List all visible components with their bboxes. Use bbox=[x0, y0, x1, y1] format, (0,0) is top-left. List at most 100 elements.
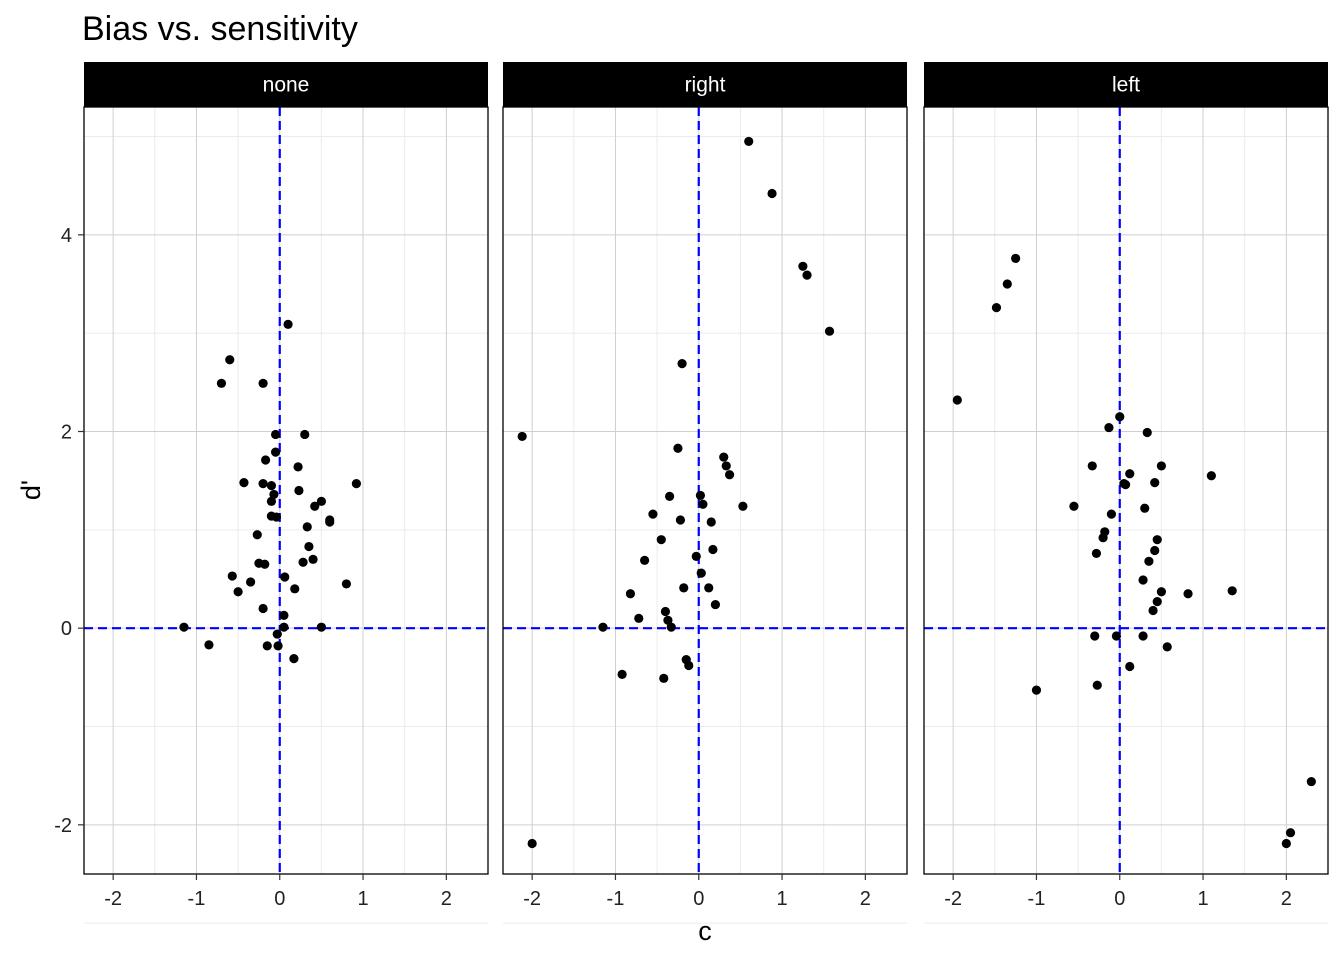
data-point bbox=[273, 641, 283, 651]
data-point bbox=[279, 622, 289, 632]
panel-border bbox=[923, 106, 1329, 875]
data-point bbox=[1104, 422, 1114, 433]
data-point bbox=[1183, 589, 1193, 599]
data-point bbox=[270, 447, 281, 457]
panel-border bbox=[502, 106, 908, 875]
facet-strip bbox=[503, 62, 907, 107]
data-point bbox=[258, 603, 268, 614]
data-point bbox=[1098, 533, 1108, 543]
data-point bbox=[310, 501, 320, 511]
data-point bbox=[279, 610, 289, 620]
data-point bbox=[1031, 685, 1042, 695]
y-tick-label: 0 bbox=[61, 618, 72, 640]
data-point bbox=[204, 640, 214, 650]
data-point bbox=[260, 559, 270, 569]
data-point bbox=[258, 378, 268, 388]
data-point bbox=[719, 452, 729, 462]
data-point bbox=[1120, 480, 1131, 490]
data-point bbox=[1306, 776, 1316, 787]
x-tick-label: 1 bbox=[1197, 888, 1208, 910]
x-tick-label: -2 bbox=[944, 888, 962, 910]
data-point bbox=[664, 491, 675, 501]
data-point bbox=[1125, 661, 1135, 672]
x-tick-label: 0 bbox=[274, 888, 285, 910]
data-point bbox=[952, 395, 962, 405]
data-point bbox=[617, 669, 627, 679]
data-point bbox=[648, 509, 658, 519]
y-tick-label: -2 bbox=[54, 815, 72, 837]
data-point bbox=[227, 571, 237, 581]
y-tick-label: 4 bbox=[61, 225, 72, 247]
data-point bbox=[341, 579, 351, 589]
data-point bbox=[708, 544, 718, 555]
data-point bbox=[991, 303, 1002, 313]
facet-strip bbox=[84, 62, 488, 107]
data-point bbox=[1144, 556, 1154, 566]
data-point bbox=[293, 462, 303, 472]
facet-panel-none: none -2 -1 0 1 2 bbox=[83, 62, 489, 924]
data-point bbox=[625, 589, 636, 599]
facet-strip-label: right bbox=[685, 74, 726, 97]
data-point bbox=[677, 359, 687, 369]
data-point bbox=[1152, 535, 1162, 545]
data-point bbox=[1091, 548, 1102, 559]
data-point bbox=[696, 568, 706, 578]
data-point bbox=[304, 541, 314, 552]
data-point bbox=[1140, 503, 1150, 513]
data-point bbox=[262, 641, 272, 651]
data-point bbox=[1090, 631, 1100, 641]
facet-panels: none -2 -1 0 1 2 right -2 -1 0 1 2 left -2 -1 0 1 2 -2 0 2 4 bbox=[54, 62, 1329, 924]
data-point bbox=[1138, 631, 1148, 641]
data-point bbox=[1227, 586, 1237, 596]
data-point bbox=[666, 622, 676, 632]
data-point bbox=[1285, 828, 1296, 838]
x-tick-label: -2 bbox=[104, 888, 122, 910]
x-tick-label: 1 bbox=[776, 888, 787, 910]
data-point bbox=[679, 583, 689, 593]
data-point bbox=[233, 587, 243, 597]
data-point bbox=[704, 583, 714, 593]
data-point bbox=[698, 499, 708, 509]
data-point bbox=[266, 496, 277, 506]
data-point bbox=[706, 517, 716, 527]
facet-panel-right: right -2 -1 0 1 2 bbox=[502, 62, 908, 924]
data-point bbox=[1148, 605, 1158, 616]
data-point bbox=[710, 599, 721, 610]
x-tick-label: 0 bbox=[693, 888, 704, 910]
y-axis-title: d' bbox=[16, 480, 46, 500]
data-point bbox=[598, 622, 608, 632]
data-point bbox=[656, 535, 666, 545]
data-point bbox=[517, 431, 527, 442]
data-point bbox=[239, 478, 249, 488]
data-point bbox=[691, 551, 701, 561]
data-point bbox=[684, 660, 694, 671]
data-point bbox=[721, 461, 731, 471]
data-point bbox=[1162, 642, 1172, 652]
data-point bbox=[1138, 575, 1148, 585]
data-point bbox=[824, 326, 835, 336]
data-point bbox=[300, 429, 310, 440]
data-point bbox=[1115, 412, 1125, 422]
y-axis: -2 0 2 4 bbox=[54, 225, 84, 837]
x-tick-label: -1 bbox=[1028, 888, 1046, 910]
data-point bbox=[270, 429, 281, 440]
x-axis-title: c bbox=[698, 916, 712, 946]
data-point bbox=[798, 261, 808, 271]
data-point bbox=[266, 480, 277, 491]
data-point bbox=[271, 512, 282, 522]
data-point bbox=[225, 355, 235, 365]
x-tick-label: 2 bbox=[860, 888, 871, 910]
data-point bbox=[298, 557, 308, 567]
data-point bbox=[1150, 478, 1160, 488]
data-point bbox=[252, 530, 262, 540]
facet-strip-label: left bbox=[1112, 74, 1140, 97]
data-point bbox=[308, 554, 318, 564]
data-point bbox=[1156, 461, 1167, 471]
data-point bbox=[1069, 501, 1079, 511]
data-point bbox=[290, 584, 300, 594]
data-point bbox=[659, 673, 669, 683]
chart-title: Bias vs. sensitivity bbox=[82, 10, 358, 48]
data-point bbox=[767, 188, 777, 199]
data-point bbox=[724, 470, 735, 480]
